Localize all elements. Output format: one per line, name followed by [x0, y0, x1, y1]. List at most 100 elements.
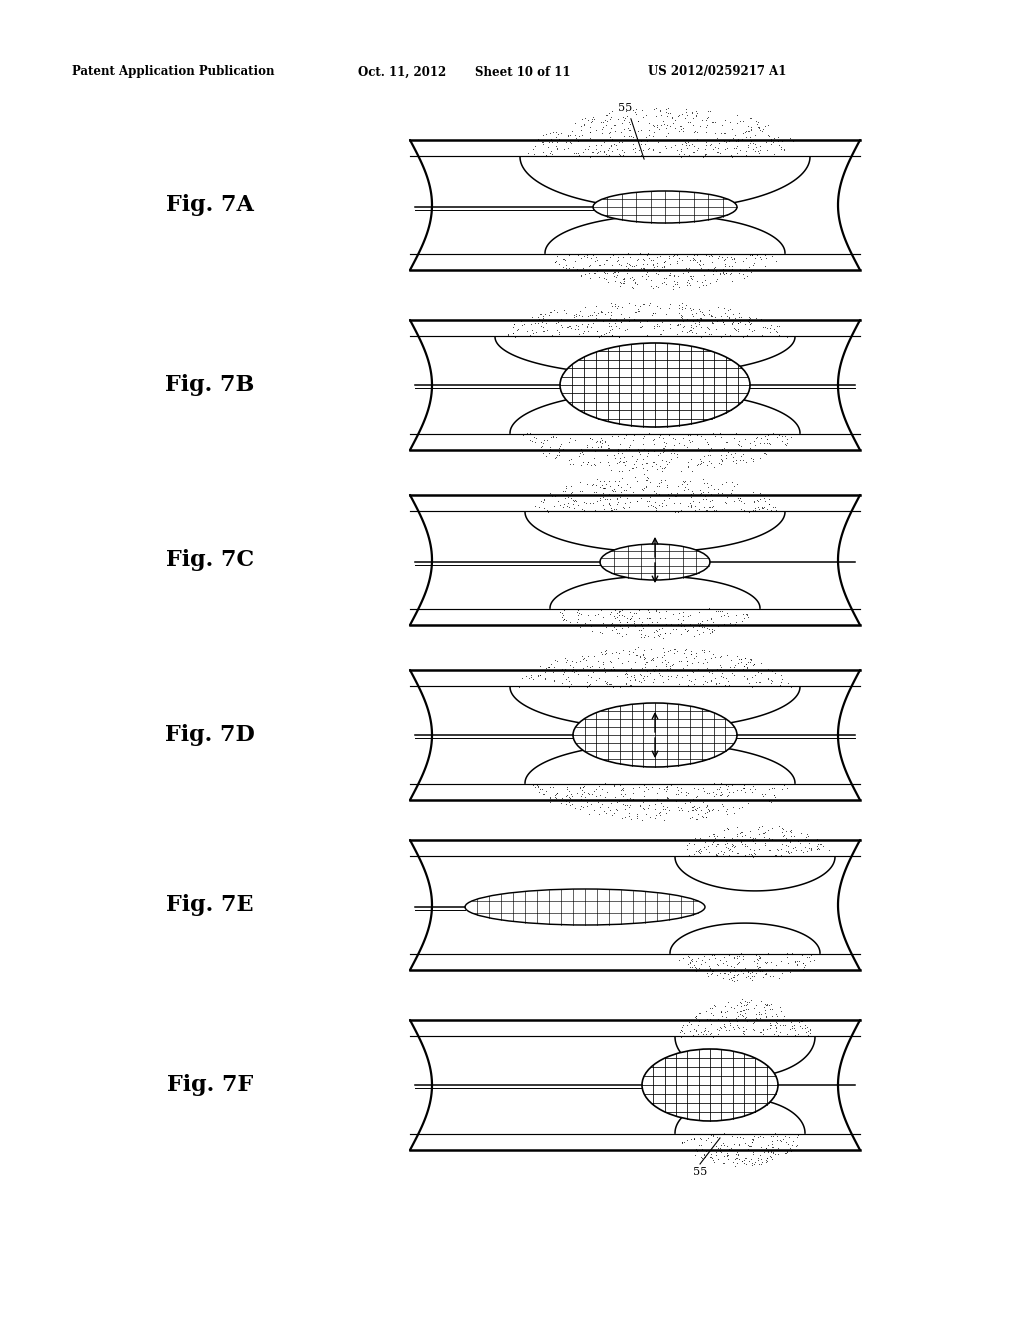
Point [774, 818, 791, 840]
Point [745, 1154, 762, 1175]
Point [720, 605, 736, 626]
Point [601, 123, 617, 144]
Point [737, 1007, 754, 1028]
Point [614, 451, 631, 473]
Point [696, 144, 713, 165]
Point [668, 784, 684, 805]
Point [656, 135, 673, 156]
Point [549, 131, 565, 152]
Point [795, 953, 811, 974]
Point [783, 1016, 800, 1038]
Point [814, 836, 830, 857]
Point [540, 656, 556, 677]
Point [630, 438, 646, 459]
Ellipse shape [593, 191, 737, 223]
Point [741, 672, 758, 693]
Point [665, 243, 681, 264]
Point [779, 672, 796, 693]
Point [673, 116, 689, 137]
Point [629, 491, 645, 512]
Point [689, 1014, 706, 1035]
Point [606, 265, 623, 286]
Point [693, 616, 710, 638]
Point [763, 133, 779, 154]
Point [608, 488, 625, 510]
Point [724, 248, 740, 269]
Point [795, 953, 811, 974]
Point [684, 304, 700, 325]
Point [741, 107, 758, 128]
Point [764, 998, 780, 1019]
Point [679, 651, 695, 672]
Point [522, 429, 539, 450]
Point [569, 605, 586, 626]
Point [545, 121, 561, 143]
Point [717, 1016, 733, 1038]
Point [671, 104, 687, 125]
Point [636, 665, 652, 686]
Point [684, 461, 700, 482]
Point [591, 667, 607, 688]
Point [740, 651, 757, 672]
Point [564, 494, 581, 515]
Point [725, 450, 741, 471]
Point [703, 964, 720, 985]
Point [611, 450, 628, 471]
Point [630, 298, 646, 319]
Point [716, 1014, 732, 1035]
Point [778, 820, 795, 841]
Point [703, 607, 720, 628]
Point [788, 954, 805, 975]
Point [557, 648, 573, 669]
Point [635, 644, 651, 665]
Point [567, 304, 584, 325]
Point [673, 1026, 689, 1047]
Point [707, 944, 723, 965]
Point [710, 1137, 726, 1158]
Point [549, 302, 565, 323]
Point [736, 607, 753, 628]
Point [749, 260, 765, 281]
Point [803, 838, 819, 859]
Point [693, 257, 710, 279]
Point [735, 450, 752, 471]
Point [587, 455, 603, 477]
Point [689, 619, 706, 640]
Text: Sheet 10 of 11: Sheet 10 of 11 [475, 66, 570, 78]
Point [709, 268, 725, 289]
Point [639, 325, 655, 346]
Point [644, 648, 660, 669]
Point [635, 667, 651, 688]
Point [691, 491, 708, 512]
Point [615, 428, 632, 449]
Point [548, 127, 564, 148]
Point [742, 838, 759, 859]
Point [625, 788, 641, 809]
Point [688, 643, 705, 664]
Point [559, 486, 575, 507]
Point [709, 834, 725, 855]
Point [633, 317, 649, 338]
Point [705, 260, 721, 281]
Point [613, 599, 630, 620]
Point [620, 788, 636, 809]
Point [708, 673, 724, 694]
Point [571, 799, 588, 820]
Point [562, 655, 579, 676]
Point [649, 115, 666, 136]
Point [678, 132, 694, 153]
Point [561, 792, 578, 813]
Point [733, 830, 750, 851]
Point [676, 471, 692, 492]
Point [622, 114, 638, 135]
Point [690, 498, 707, 519]
Point [605, 775, 622, 796]
Point [535, 133, 551, 154]
Point [692, 838, 709, 859]
Point [742, 1148, 759, 1170]
Point [757, 255, 773, 276]
Point [798, 826, 814, 847]
Point [718, 668, 734, 689]
Point [705, 313, 721, 334]
Point [653, 312, 670, 333]
